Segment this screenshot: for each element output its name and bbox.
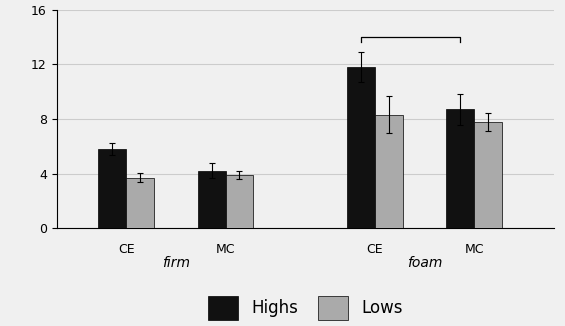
Text: MC: MC xyxy=(216,243,235,256)
Bar xyxy=(126,178,154,228)
Legend: Highs, Lows: Highs, Lows xyxy=(203,291,407,325)
Bar xyxy=(98,149,126,228)
Text: MC: MC xyxy=(464,243,484,256)
Text: CE: CE xyxy=(118,243,134,256)
Text: CE: CE xyxy=(366,243,383,256)
Bar xyxy=(375,115,402,228)
Bar xyxy=(446,110,474,228)
Text: foam: foam xyxy=(407,256,442,270)
Bar xyxy=(347,67,375,228)
Bar xyxy=(474,122,502,228)
Bar xyxy=(225,175,253,228)
Bar xyxy=(198,171,225,228)
Text: firm: firm xyxy=(162,256,190,270)
